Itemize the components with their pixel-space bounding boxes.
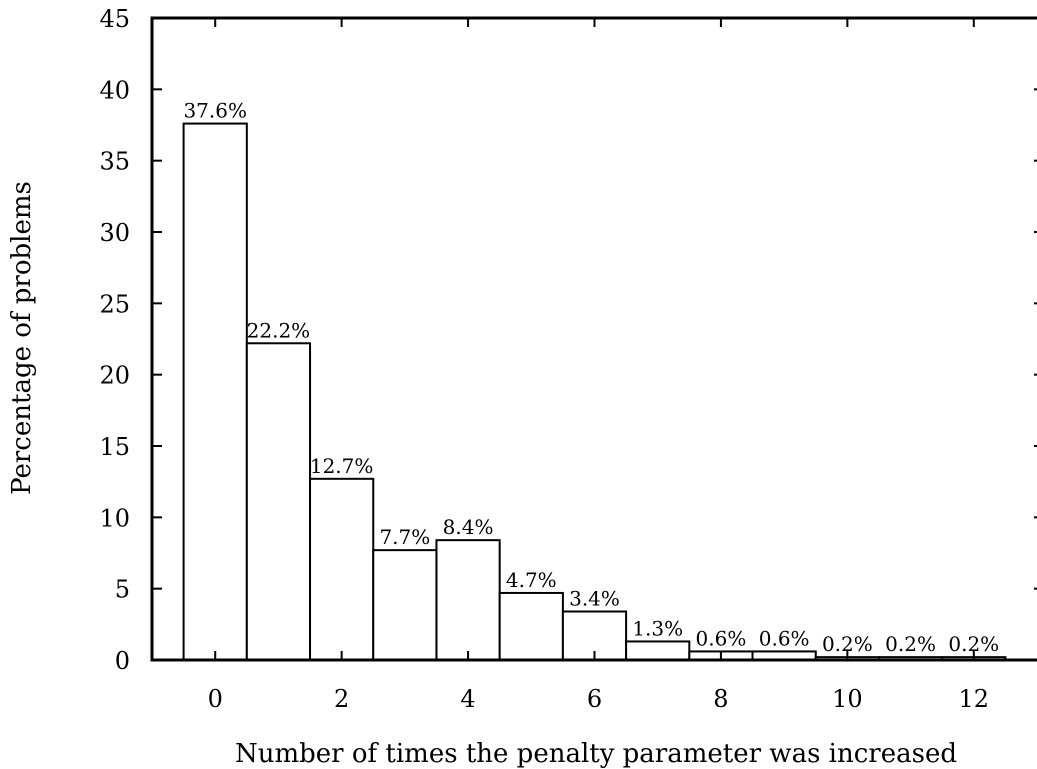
y-tick-label-30: 30 [99,219,130,247]
x-tick-label-10: 10 [832,685,863,713]
y-tick-label-25: 25 [99,290,130,318]
bar-1 [245,342,312,661]
data-label-11: 0.2% [885,632,936,656]
y-tick-label-20: 20 [99,362,130,390]
data-label-9: 0.6% [759,626,810,650]
data-label-3: 7.7% [379,525,430,549]
y-ticks-group: 0 5 10 15 20 25 30 35 40 45 [99,5,1037,675]
x-tick-label-8: 8 [713,685,728,713]
y-axis-title: Percentage of problems [7,181,37,495]
bar-3 [372,549,438,661]
y-tick-label-40: 40 [99,76,130,104]
data-label-6: 3.4% [569,586,620,610]
data-label-1: 22.2% [247,318,311,342]
data-label-8: 0.6% [696,626,747,650]
x-tick-label-0: 0 [208,685,223,713]
y-tick-label-45: 45 [99,5,130,33]
bar-5 [498,591,564,661]
x-ticks-group: 0 2 4 6 8 10 12 [208,18,989,713]
y-tick-label-15: 15 [99,433,130,461]
bars-group [182,122,1007,662]
data-label-2: 12.7% [310,454,374,478]
data-label-7: 1.3% [632,616,683,640]
x-tick-label-4: 4 [460,685,475,713]
x-tick-label-2: 2 [334,685,349,713]
data-label-4: 8.4% [443,515,494,539]
x-tick-label-12: 12 [959,685,990,713]
x-tick-label-6: 6 [587,685,602,713]
x-axis-title: Number of times the penalty parameter wa… [235,739,957,769]
y-tick-label-5: 5 [115,576,130,604]
bar-2 [309,477,375,661]
data-label-0: 37.6% [183,99,247,123]
y-tick-label-0: 0 [115,647,130,675]
bar-4 [435,539,501,661]
y-tick-label-35: 35 [99,148,130,176]
data-label-5: 4.7% [506,568,557,592]
y-tick-label-10: 10 [99,504,130,532]
bar-7 [625,640,691,661]
bar-0 [182,122,248,662]
